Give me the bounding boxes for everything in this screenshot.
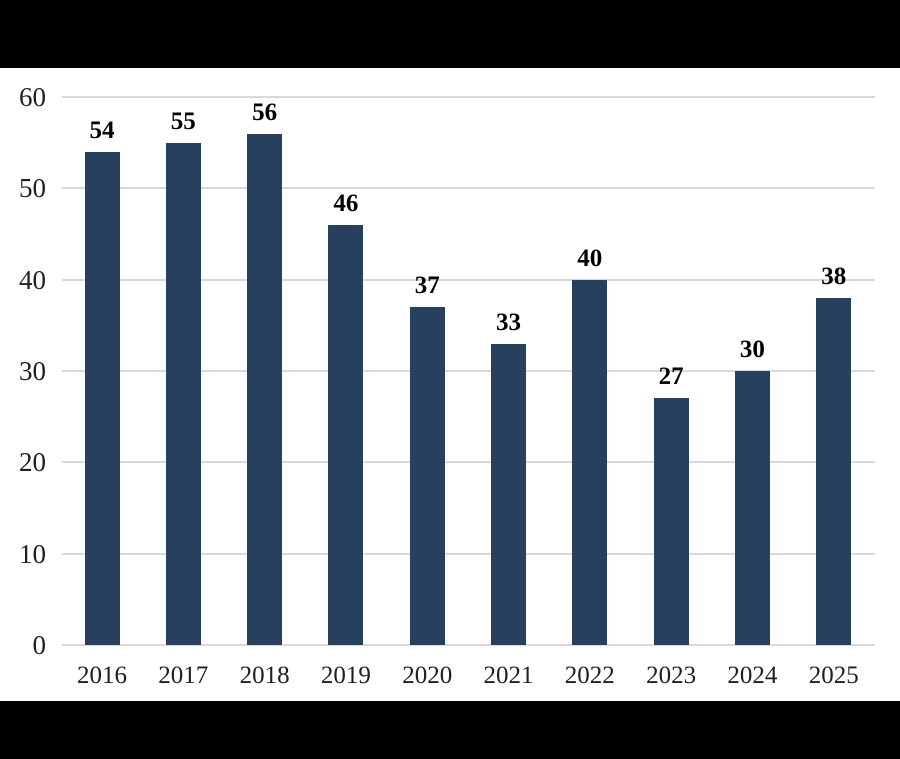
bar-value-label: 38 xyxy=(821,262,847,290)
bar-value-label: 46 xyxy=(333,189,359,217)
x-axis-tick-label: 2023 xyxy=(646,662,697,689)
x-axis-tick-label: 2019 xyxy=(320,662,371,689)
bar-2024 xyxy=(734,371,770,645)
y-axis-tick-label: 50 xyxy=(19,173,46,204)
gridline xyxy=(62,552,875,555)
bar-2016 xyxy=(84,151,120,645)
bottom-letterbox xyxy=(0,701,900,759)
y-axis-tick-label: 40 xyxy=(19,264,46,295)
top-letterbox xyxy=(0,0,900,68)
y-axis-tick-label: 30 xyxy=(19,356,46,386)
bar-value-label: 55 xyxy=(170,107,196,135)
gridline xyxy=(62,644,875,646)
bar-2023 xyxy=(653,398,689,645)
y-axis-tick-label: 60 xyxy=(19,82,46,112)
y-axis-tick-label: 0 xyxy=(32,630,47,660)
bar-2020 xyxy=(409,307,445,645)
bar-value-label: 37 xyxy=(414,272,440,300)
y-axis-tick-label: 20 xyxy=(19,447,46,478)
bar-value-label: 27 xyxy=(658,363,684,391)
bar-value-label: 54 xyxy=(89,116,115,144)
bar-2018 xyxy=(247,133,283,645)
x-axis-tick-label: 2025 xyxy=(808,662,859,689)
bar-value-label: 56 xyxy=(252,98,278,126)
x-axis-tick-label: 2018 xyxy=(239,662,290,689)
bar-2019 xyxy=(328,224,364,645)
bar-chart: 0 10 20 30 40 50 60 54 2016 55 2017 56 2018 46 2019 37 2… xyxy=(0,68,900,701)
x-axis-tick-label: 2022 xyxy=(564,662,615,689)
x-axis-tick-label: 2020 xyxy=(402,662,453,689)
gridline xyxy=(62,187,875,190)
gridline xyxy=(62,370,875,372)
bar-2022 xyxy=(572,279,608,645)
gridline xyxy=(62,96,875,98)
bar-value-label: 40 xyxy=(577,244,603,272)
bar-value-label: 33 xyxy=(496,308,521,336)
bar-2025 xyxy=(816,297,852,645)
x-axis-tick-label: 2016 xyxy=(77,662,127,689)
gridline xyxy=(62,278,875,281)
bar-2021 xyxy=(491,343,526,645)
x-axis-tick-label: 2024 xyxy=(727,662,778,689)
x-axis-tick-label: 2021 xyxy=(483,662,534,689)
gridline xyxy=(62,461,875,464)
bar-value-label: 30 xyxy=(739,336,765,363)
x-axis-tick-label: 2017 xyxy=(158,662,209,689)
y-axis-tick-label: 10 xyxy=(19,538,46,569)
bar-2017 xyxy=(165,142,201,645)
